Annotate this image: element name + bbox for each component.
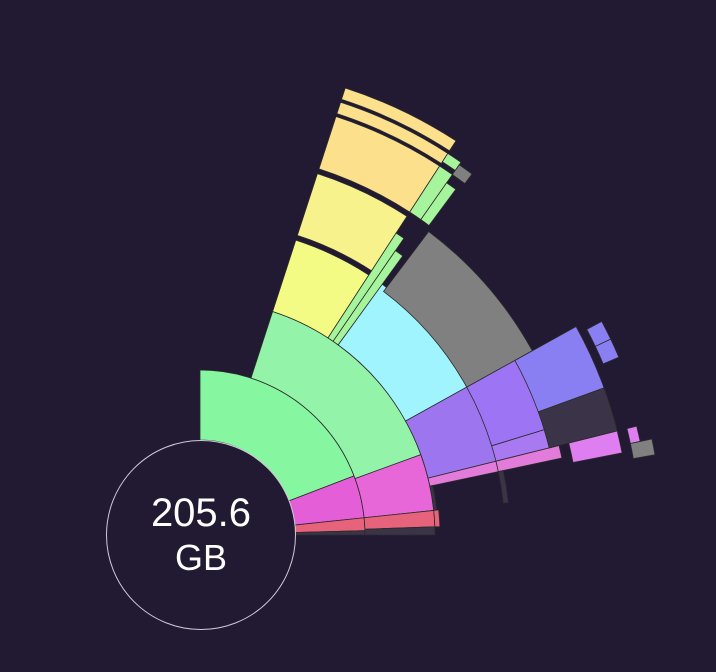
- segment-yellow-light[interactable]: [296, 173, 408, 272]
- total-size-value: 205.6: [150, 491, 252, 535]
- segment-red-thin[interactable]: [433, 509, 441, 528]
- segment-pink-line[interactable]: [495, 445, 563, 473]
- segment-green-strip[interactable]: [409, 165, 453, 221]
- segment-pink-tip[interactable]: [626, 425, 641, 444]
- segment-green-strip-2[interactable]: [420, 182, 457, 227]
- segment-yellow-arc-1[interactable]: [336, 101, 449, 165]
- segment-indigo-tip-2[interactable]: [594, 338, 620, 365]
- segment-grey-slab[interactable]: [497, 470, 509, 504]
- segment-indigo[interactable]: [514, 325, 605, 413]
- segment-indigo-tip-1[interactable]: [586, 320, 612, 347]
- total-size-circle[interactable]: 205.6 GB: [106, 440, 296, 630]
- segment-pink-outer[interactable]: [568, 430, 623, 463]
- segment-yellow-top[interactable]: [318, 116, 441, 213]
- segment-grey-block[interactable]: [382, 230, 533, 388]
- segment-grey-sliver[interactable]: [429, 485, 438, 511]
- segment-green-edge-1[interactable]: [327, 232, 405, 342]
- segment-grey-lower[interactable]: [537, 387, 618, 449]
- segment-green-tip[interactable]: [441, 152, 462, 172]
- segment-grey-mid[interactable]: [364, 526, 436, 536]
- segment-grey-tip[interactable]: [451, 164, 473, 185]
- segment-green-edge-2[interactable]: [332, 250, 404, 346]
- segment-grey-tip-2[interactable]: [629, 438, 656, 460]
- total-size-unit: GB: [174, 537, 227, 578]
- segment-yellow-arc-2[interactable]: [341, 87, 457, 152]
- segment-yellow-lime[interactable]: [272, 239, 370, 339]
